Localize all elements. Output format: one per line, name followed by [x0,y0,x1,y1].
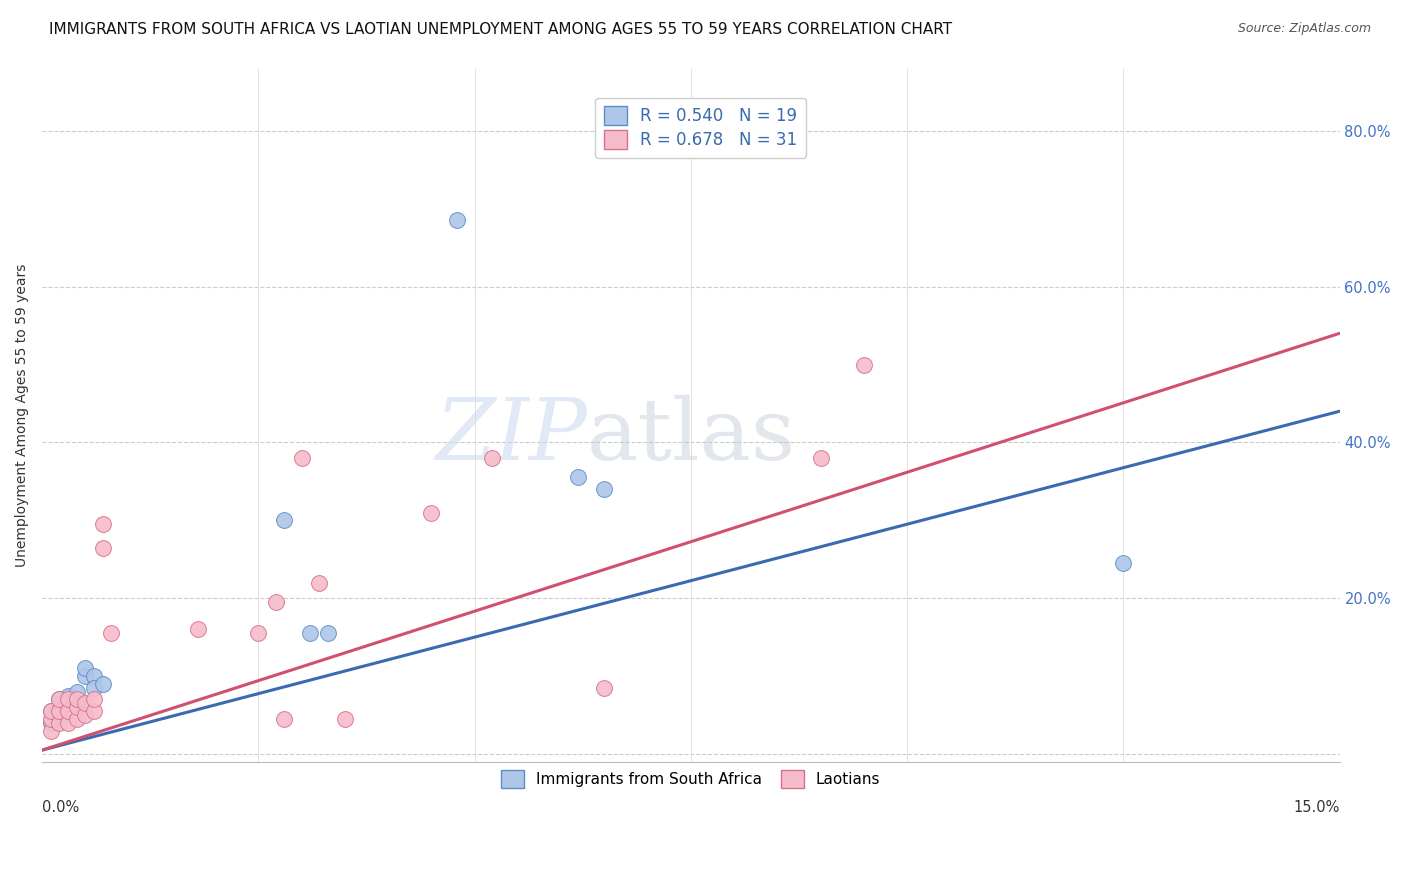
Point [593,482,616,496]
Point [56,715,79,730]
Point [56,689,79,703]
Point [66,700,89,714]
Point [420,506,443,520]
Point [48,715,70,730]
Point [273,712,295,726]
Point [39,715,62,730]
Point [66,684,89,698]
Point [299,626,322,640]
Point [66,692,89,706]
Point [75,708,97,723]
Text: ZIP: ZIP [436,394,588,477]
Point [91,677,114,691]
Point [273,513,295,527]
Point [83,681,105,695]
Point [593,681,616,695]
Point [56,704,79,718]
Point [39,704,62,718]
Point [481,450,503,465]
Point [291,450,314,465]
Point [308,575,330,590]
Point [316,626,339,640]
Text: 0.0%: 0.0% [42,800,80,815]
Point [91,541,114,555]
Point [264,595,287,609]
Point [83,704,105,718]
Point [810,450,832,465]
Y-axis label: Unemployment Among Ages 55 to 59 years: Unemployment Among Ages 55 to 59 years [15,263,30,566]
Point [48,692,70,706]
Point [1112,556,1135,570]
Point [48,704,70,718]
Text: 15.0%: 15.0% [1294,800,1340,815]
Point [567,470,589,484]
Point [75,661,97,675]
Point [100,626,122,640]
Point [247,626,270,640]
Point [91,517,114,532]
Point [333,712,356,726]
Text: IMMIGRANTS FROM SOUTH AFRICA VS LAOTIAN UNEMPLOYMENT AMONG AGES 55 TO 59 YEARS C: IMMIGRANTS FROM SOUTH AFRICA VS LAOTIAN … [49,22,952,37]
Point [83,692,105,706]
Point [75,697,97,711]
Point [75,669,97,683]
Point [48,704,70,718]
Point [39,712,62,726]
Point [39,723,62,738]
Point [56,692,79,706]
Legend: Immigrants from South Africa, Laotians: Immigrants from South Africa, Laotians [494,763,889,796]
Point [39,704,62,718]
Point [66,697,89,711]
Point [66,712,89,726]
Point [187,623,209,637]
Text: atlas: atlas [588,394,796,477]
Point [446,213,468,227]
Point [56,697,79,711]
Point [83,669,105,683]
Point [852,358,875,372]
Point [48,692,70,706]
Text: Source: ZipAtlas.com: Source: ZipAtlas.com [1237,22,1371,36]
